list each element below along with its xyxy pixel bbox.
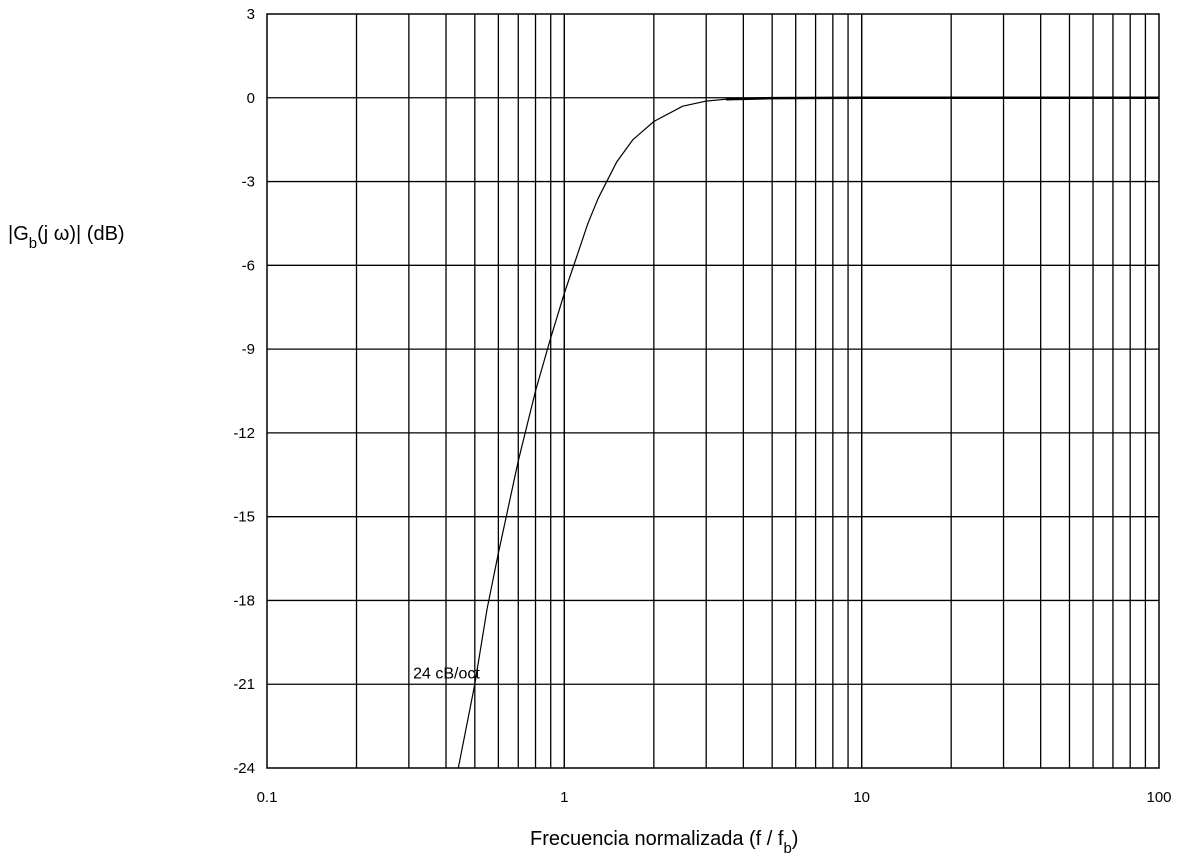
y-axis-label-pre: |G xyxy=(8,223,29,245)
y-tick-label: 3 xyxy=(247,6,255,23)
y-axis-label-post: (j ω)| (dB) xyxy=(37,223,124,245)
y-axis-label: |Gb(j ω)| (dB) xyxy=(8,223,125,252)
grid xyxy=(267,14,1159,768)
y-tick-label: -21 xyxy=(233,676,255,693)
y-tick-label: 0 xyxy=(247,90,255,107)
x-axis-label-main: Frecuencia normalizada (f / f xyxy=(530,828,784,850)
y-tick-label: -12 xyxy=(233,425,255,442)
x-tick-label: 0.1 xyxy=(257,789,278,806)
y-axis-label-sub: b xyxy=(29,235,37,252)
y-tick-label: -3 xyxy=(242,174,255,191)
x-axis-label: Frecuencia normalizada (f / fb) xyxy=(530,828,798,857)
y-tick-label: -15 xyxy=(233,509,255,526)
y-tick-label: -24 xyxy=(233,760,255,777)
y-tick-label: -18 xyxy=(233,592,255,609)
x-tick-label: 100 xyxy=(1146,789,1171,806)
x-axis-label-close: ) xyxy=(792,828,799,850)
x-tick-labels: 0.1 1 10 100 xyxy=(257,789,1172,806)
passband-line xyxy=(726,96,1159,101)
plot-frame xyxy=(266,13,1160,769)
x-tick-label: 1 xyxy=(560,789,568,806)
y-tick-label: -6 xyxy=(242,257,255,274)
slope-annotation: 24 cB/oct xyxy=(413,666,480,683)
x-axis-label-sub: b xyxy=(783,840,791,857)
x-tick-label: 10 xyxy=(853,789,870,806)
y-tick-labels: 3 0 -3 -6 -9 -12 -15 -18 -21 -24 xyxy=(233,6,255,777)
y-tick-label: -9 xyxy=(242,341,255,358)
